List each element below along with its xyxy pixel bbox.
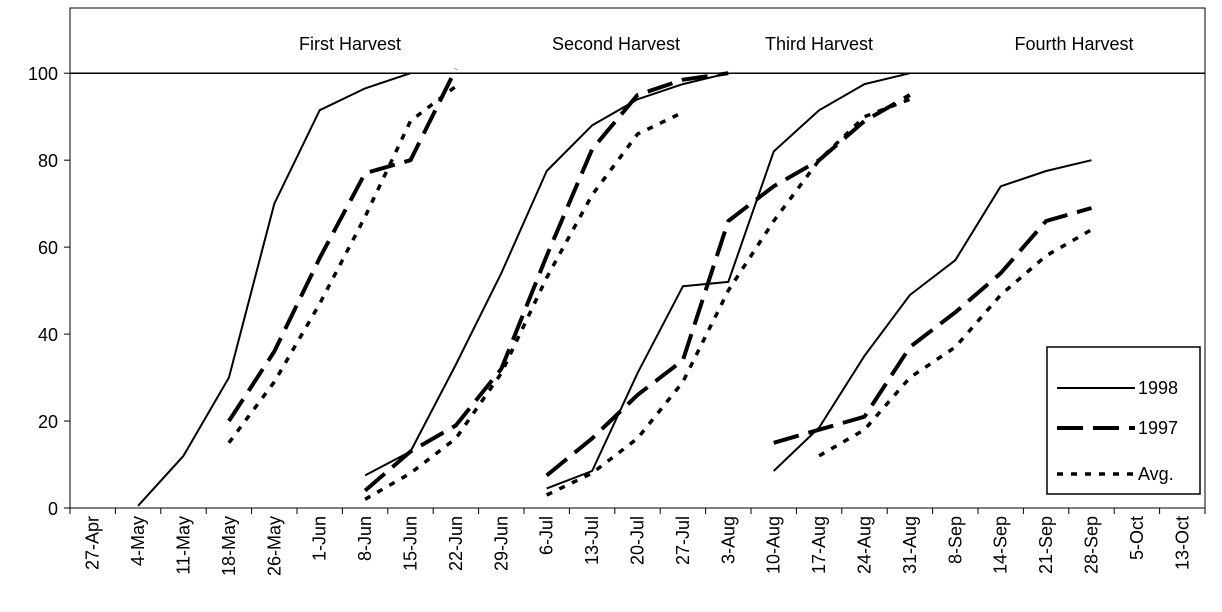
x-tick-label: 15-Jun	[401, 516, 421, 571]
plot-frame	[69, 7, 1206, 509]
line-1997-harvest-1	[227, 68, 458, 423]
x-tick-label: 31-Aug	[900, 516, 920, 574]
series-1998	[137, 72, 1092, 507]
x-tick-label: 18-May	[219, 516, 239, 576]
y-tick-label: 0	[48, 499, 58, 519]
line-1997-harvest-4	[773, 206, 1093, 445]
x-tick-label: 27-Jul	[673, 516, 693, 565]
x-tick-label: 13-Jul	[582, 516, 602, 565]
legend: 1998 1997 Avg.	[1046, 346, 1201, 495]
y-tick-label: 80	[38, 151, 58, 171]
series-layer	[137, 68, 1093, 507]
series-avg	[227, 84, 1093, 501]
harvest-label-third: Third Harvest	[765, 34, 873, 54]
x-tick-label: 28-Sep	[1082, 516, 1102, 574]
line-avg-harvest-3	[545, 97, 911, 497]
x-tick-label: 17-Aug	[809, 516, 829, 574]
x-tick-label: 14-Sep	[991, 516, 1011, 574]
x-tick-label: 6-Jul	[537, 516, 557, 555]
y-tick-label: 100	[28, 64, 58, 84]
x-tick-label: 24-Aug	[855, 516, 875, 574]
harvest-label-fourth: Fourth Harvest	[1014, 34, 1133, 54]
legend-label-1997: 1997	[1138, 418, 1178, 438]
line-avg-harvest-2	[364, 110, 684, 501]
harvest-labels: First Harvest Second Harvest Third Harve…	[299, 34, 1134, 54]
x-tick-label: 22-Jun	[446, 516, 466, 571]
x-tick-label: 21-Sep	[1036, 516, 1056, 574]
series-1997	[227, 68, 1093, 493]
x-tick-label: 29-Jun	[491, 516, 511, 571]
x-tick-label: 10-Aug	[764, 516, 784, 574]
harvest-label-second: Second Harvest	[552, 34, 680, 54]
x-tick-label: 11-May	[174, 516, 194, 575]
x-tick-label: 13-Oct	[1172, 516, 1192, 570]
x-tick-label: 26-May	[264, 516, 284, 576]
plot-area	[69, 7, 1206, 509]
x-axis: 27-Apr 4-May 11-May 18-May 26-May 1-Jun 8-Jun 1…	[69, 508, 1206, 576]
line-1998-harvest-2	[364, 72, 729, 477]
line-1998-harvest-3	[546, 72, 911, 490]
x-tick-label: 20-Jul	[628, 516, 648, 565]
x-tick-label: 8-Jun	[355, 516, 375, 561]
x-tick-label: 8-Sep	[945, 516, 965, 564]
legend-box	[1046, 346, 1201, 495]
y-tick-label: 40	[38, 325, 58, 345]
x-tick-label: 27-Apr	[83, 516, 103, 570]
line-1998-harvest-4	[773, 159, 1092, 472]
x-tick-label: 4-May	[128, 516, 148, 566]
line-1997-harvest-3	[545, 93, 911, 477]
y-tick-label: 20	[38, 412, 58, 432]
line-1998-harvest-1	[137, 72, 411, 507]
x-tick-label: 3-Aug	[718, 516, 738, 564]
y-tick-label: 60	[38, 238, 58, 258]
legend-label-avg: Avg.	[1138, 464, 1174, 484]
legend-label-1998: 1998	[1138, 378, 1178, 398]
x-tick-label: 5-Oct	[1127, 516, 1147, 560]
x-tick-label: 1-Jun	[310, 516, 330, 561]
line-avg-harvest-1	[227, 84, 457, 444]
line-1997-harvest-2	[363, 71, 729, 493]
harvest-label-first: First Harvest	[299, 34, 401, 54]
y-axis: 0 20 40 60 80 100	[28, 64, 70, 519]
